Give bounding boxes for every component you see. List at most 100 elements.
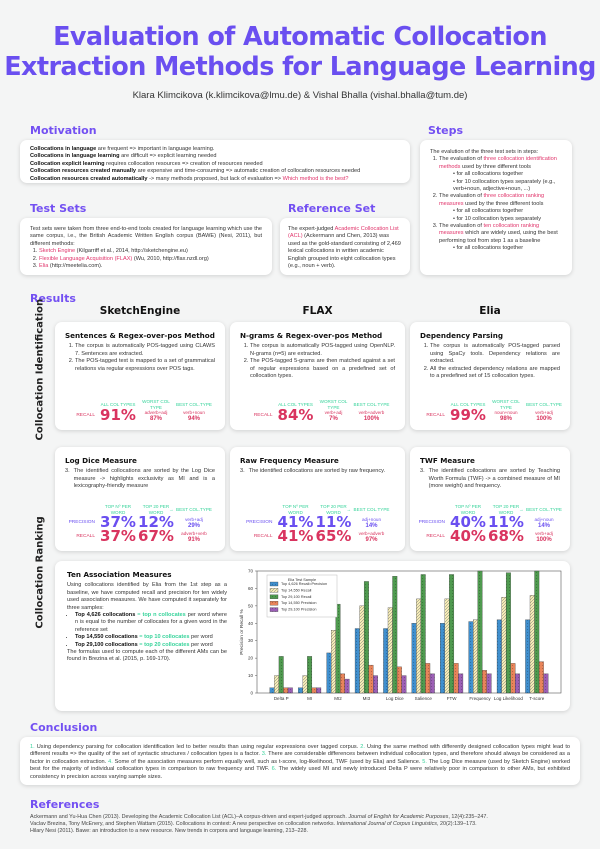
reference-pages: , 20(2):139–173. bbox=[437, 821, 477, 827]
bar bbox=[401, 675, 407, 694]
card-step: 3. The identified collocations are sorted… bbox=[420, 468, 560, 490]
ten-measures-outro: The formulas used to compute each of the… bbox=[67, 649, 227, 663]
x-tick-label: Log Dice bbox=[386, 696, 404, 701]
bar bbox=[363, 581, 369, 694]
y-tick-label: 60 bbox=[248, 586, 254, 591]
tool-flax: FLAX bbox=[302, 305, 333, 317]
worst-type-name: verb+adj bbox=[324, 410, 343, 415]
bar bbox=[440, 623, 445, 694]
precision-top-20: 12% bbox=[138, 513, 174, 532]
reference-item: Hilary Nesi (2011). Bawe: an introductio… bbox=[30, 828, 590, 835]
x-tick-label: Delta P bbox=[274, 696, 289, 701]
recall-top-20: 65% bbox=[315, 527, 352, 546]
bar bbox=[510, 663, 516, 694]
bar bbox=[543, 673, 549, 694]
reference-item: Vaclav Brezina, Tony McEnery, and Stephe… bbox=[30, 821, 590, 828]
worst-type-name: adverb+adj bbox=[144, 410, 168, 415]
test-set-link[interactable]: Elia bbox=[39, 263, 49, 270]
precision-label: PRECISION bbox=[246, 520, 273, 526]
legend-entry: Top 29,100 Recall bbox=[281, 595, 312, 599]
bar bbox=[416, 598, 422, 694]
x-tick-label: FTW bbox=[447, 696, 457, 701]
step-subitems: for all collocations togetherfor 10 coll… bbox=[439, 208, 562, 223]
recall-label: RECALL bbox=[76, 413, 95, 419]
best-type-value: 94% bbox=[187, 416, 200, 422]
metric-header: ALL COL TYPES bbox=[278, 401, 313, 407]
step-highlight: three collocation identification methods bbox=[439, 156, 557, 170]
precision-top-n: 40% bbox=[450, 513, 486, 532]
metric-header: WORST COL TYPE bbox=[492, 399, 520, 410]
bar bbox=[354, 628, 360, 694]
association-measures-chart: 0 10 20 30 40 50 60 70 Precision or Recall % Delt… bbox=[239, 569, 562, 701]
card-title: N-grams & Regex-over-pos Method bbox=[240, 331, 383, 340]
bar bbox=[298, 687, 303, 694]
bar bbox=[505, 572, 511, 694]
bar bbox=[444, 598, 450, 694]
y-tick-label: 0 bbox=[250, 691, 253, 696]
test-set-link[interactable]: Flexible Language Acquisition (FLAX) bbox=[39, 255, 133, 262]
bar bbox=[340, 673, 345, 694]
precision-top-n: 37% bbox=[100, 513, 136, 532]
recall-label: RECALL bbox=[253, 413, 273, 419]
recall-label: RECALL bbox=[426, 413, 445, 419]
best-type-name: verb+adj bbox=[535, 531, 553, 536]
bar bbox=[477, 570, 483, 694]
sample-bullet: Top 4,626 collocations = top n collocate… bbox=[75, 612, 227, 634]
y-axis-label: Precision or Recall % bbox=[239, 608, 245, 654]
step-text: The identified collocations are sorted b… bbox=[73, 468, 215, 490]
step-text: The evaluation of bbox=[439, 223, 484, 230]
y-tick-label: 40 bbox=[248, 621, 254, 626]
motivation-line: Collocation explicit learning requires c… bbox=[30, 161, 400, 168]
acl-link[interactable]: Academic Collocation List (ACL) bbox=[288, 226, 399, 240]
bar bbox=[335, 603, 341, 694]
recall-label: RECALL bbox=[253, 534, 273, 540]
reference-set-box: The expert-judged Academic Collocation L… bbox=[280, 218, 410, 275]
motivation-line: Collocations in language are frequent =>… bbox=[30, 146, 400, 153]
conclusion-text: There are considerable differences betwe… bbox=[30, 751, 570, 765]
y-tick-label: 10 bbox=[248, 673, 254, 678]
precision-label: PRECISION bbox=[68, 520, 95, 526]
metrics-table: ALL COL TYPES WORST COL TYPE BEST COL.TYPE… bbox=[55, 399, 225, 423]
card-title: TWF Measure bbox=[420, 456, 475, 465]
tool-elia: Elia bbox=[479, 305, 501, 317]
best-type-value: 100% bbox=[363, 416, 380, 422]
worst-type-value: 7% bbox=[329, 416, 338, 422]
metrics-table: ALL COL TYPES WORST COL TYPE BEST COL.TYPE… bbox=[410, 399, 570, 423]
recall-all: 84% bbox=[277, 406, 314, 425]
recall-label: RECALL bbox=[426, 534, 445, 540]
card-steps: The corpus is automatically POS-tagged p… bbox=[420, 343, 560, 380]
worst-type-value: 98% bbox=[499, 416, 512, 422]
best-type: verb+adj 29% bbox=[175, 517, 213, 529]
reference-journal: Journal of English for Academic Purposes bbox=[348, 814, 449, 820]
arrow-icon: → bbox=[519, 506, 524, 512]
ranking-card: Raw Frequency Measure 3. The identified co… bbox=[230, 447, 405, 551]
precision-label: PRECISION bbox=[418, 520, 445, 526]
bar bbox=[383, 628, 389, 694]
side-label-identification: Collocation Identification bbox=[34, 298, 46, 441]
legend-swatch bbox=[269, 601, 279, 606]
test-sets-intro: Test sets were taken from three end-to-e… bbox=[30, 226, 262, 247]
bar bbox=[496, 619, 502, 694]
step-highlight: three collocation ranking measures bbox=[439, 193, 545, 207]
best-type-value: 100% bbox=[536, 416, 552, 422]
bar bbox=[302, 675, 308, 694]
metrics-table: TOP Nº PER WORD TOP 20 PER WORD → BEST COL.… bbox=[55, 504, 225, 546]
bar bbox=[538, 661, 544, 694]
metric-header: WORST COL TYPE bbox=[319, 399, 348, 410]
recall-top-20: 67% bbox=[138, 527, 174, 546]
conclusion-number: 4. bbox=[108, 758, 113, 765]
bar bbox=[283, 687, 289, 694]
sample-bullet: Top 14,550 collocations = top 10 colloca… bbox=[75, 634, 227, 641]
sample-rest: per word where n is equal to the number … bbox=[75, 612, 228, 633]
bar bbox=[525, 619, 531, 694]
test-set-link[interactable]: Sketch Engine bbox=[39, 248, 76, 255]
steps-list: The evaluation of three collocation iden… bbox=[430, 156, 562, 252]
sample-size: Top 4,626 collocations bbox=[75, 612, 136, 619]
motivation-box: Collocations in language are frequent =>… bbox=[20, 140, 410, 183]
test-sets-heading: Test Sets bbox=[30, 202, 87, 215]
step-item: The evaluation of ten collocation rankin… bbox=[439, 223, 562, 253]
equals: = bbox=[137, 641, 145, 648]
motivation-text: requires collocation resources => creati… bbox=[104, 160, 263, 167]
sample-definition: top 10 collocates bbox=[144, 634, 190, 641]
card-step: The corpus is automatically POS-tagged u… bbox=[250, 343, 395, 358]
